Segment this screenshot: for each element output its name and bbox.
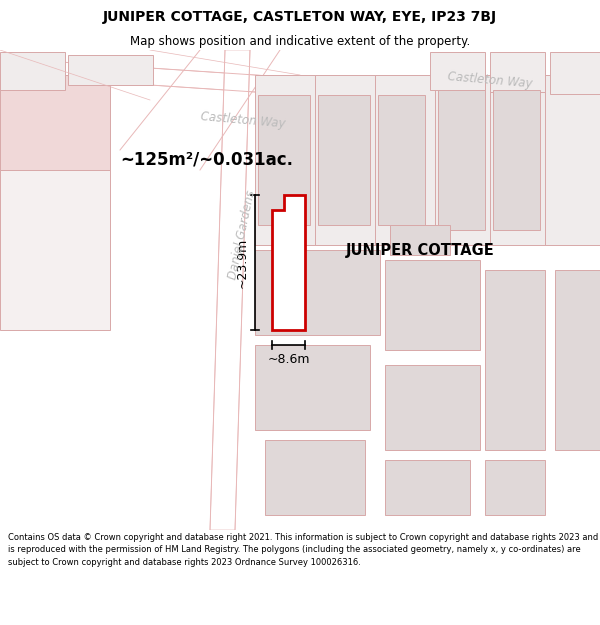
Bar: [318, 95, 370, 225]
Bar: [375, 75, 435, 245]
Bar: [435, 75, 490, 245]
Bar: [385, 365, 480, 450]
Text: Contains OS data © Crown copyright and database right 2021. This information is : Contains OS data © Crown copyright and d…: [8, 533, 598, 567]
Bar: [555, 270, 600, 450]
Bar: [390, 225, 450, 255]
Bar: [255, 345, 370, 430]
Text: JUNIPER COTTAGE, CASTLETON WAY, EYE, IP23 7BJ: JUNIPER COTTAGE, CASTLETON WAY, EYE, IP2…: [103, 10, 497, 24]
Text: Castleton Way: Castleton Way: [447, 70, 533, 90]
Bar: [430, 52, 485, 90]
Bar: [490, 52, 545, 92]
Text: ~8.6m: ~8.6m: [267, 353, 310, 366]
Polygon shape: [210, 50, 250, 530]
Bar: [265, 440, 365, 515]
Bar: [258, 95, 310, 225]
Bar: [0, 170, 110, 330]
Bar: [255, 75, 315, 245]
Bar: [315, 75, 375, 245]
Text: Daniel Gardens: Daniel Gardens: [226, 189, 258, 281]
Text: Castleton Way: Castleton Way: [200, 110, 286, 130]
Bar: [68, 55, 153, 85]
Bar: [485, 270, 545, 450]
Bar: [438, 90, 485, 230]
Bar: [545, 75, 600, 245]
Bar: [493, 90, 540, 230]
Text: JUNIPER COTTAGE: JUNIPER COTTAGE: [346, 242, 494, 258]
Bar: [385, 460, 470, 515]
Text: ~23.9m: ~23.9m: [236, 238, 249, 288]
Bar: [490, 75, 545, 245]
Bar: [0, 75, 110, 170]
Bar: [550, 52, 600, 94]
Text: Map shows position and indicative extent of the property.: Map shows position and indicative extent…: [130, 35, 470, 48]
Bar: [385, 260, 480, 350]
Bar: [485, 460, 545, 515]
Polygon shape: [272, 195, 305, 330]
Bar: [255, 250, 380, 335]
Bar: [0, 52, 65, 90]
Text: ~125m²/~0.031ac.: ~125m²/~0.031ac.: [120, 151, 293, 169]
Bar: [378, 95, 425, 225]
Polygon shape: [0, 58, 600, 115]
